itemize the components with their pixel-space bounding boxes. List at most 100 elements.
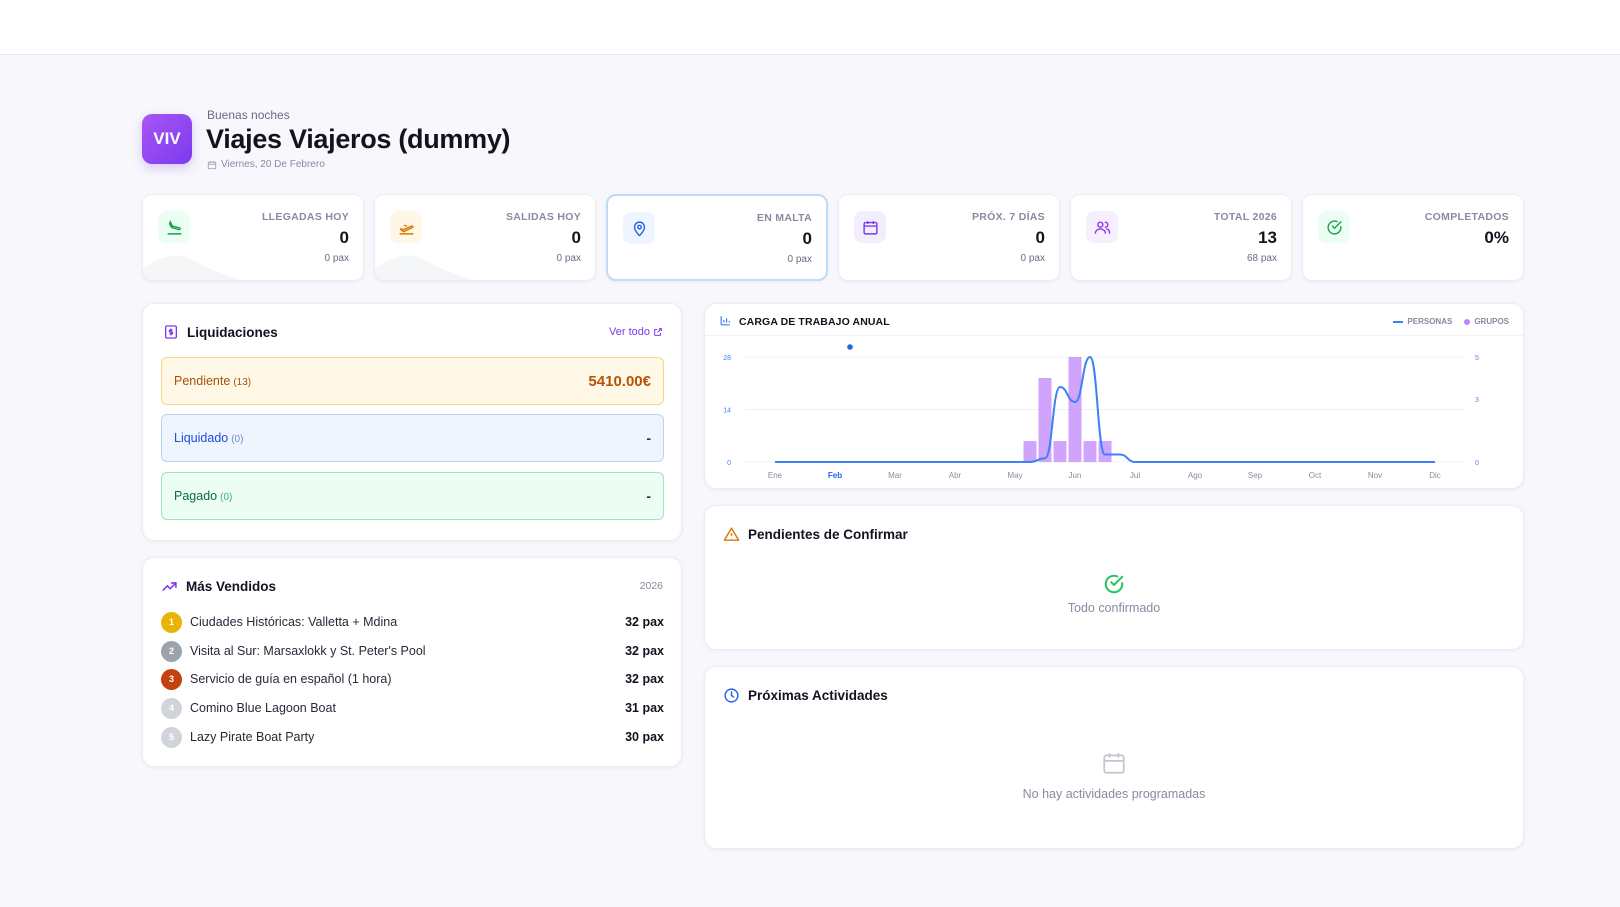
current-date: Viernes, 20 De Febrero <box>221 159 325 170</box>
chart-title: CARGA DE TRABAJO ANUAL <box>739 316 890 328</box>
stat-value: 0 <box>1035 228 1045 247</box>
map-pin-icon <box>623 212 655 244</box>
trending-up-icon <box>162 582 177 591</box>
grupos-bar <box>1053 441 1067 462</box>
liquidacion-name: Liquidado <box>174 431 229 445</box>
x-tick-label: Oct <box>1309 471 1322 480</box>
stat-label: COMPLETADOS <box>1424 211 1509 223</box>
ver-todo-label: Ver todo <box>609 326 650 338</box>
grupos-bar <box>1023 441 1037 462</box>
product-pax: 32 pax <box>625 672 664 686</box>
calendar-small-icon <box>207 160 217 169</box>
list-item[interactable]: 2 Visita al Sur: Marsaxlokk y St. Peter'… <box>161 640 664 662</box>
liquidacion-count: (0) <box>220 492 233 503</box>
stat-label: PRÓX. 7 DÍAS <box>971 211 1045 223</box>
product-name: Comino Blue Lagoon Boat <box>190 701 336 715</box>
stat-card-llegadas[interactable]: LLEGADAS HOY 0 0 pax <box>142 194 364 281</box>
x-tick-label: Abr <box>949 471 962 480</box>
stat-value: 13 <box>1258 228 1277 247</box>
chart-divider <box>705 335 1523 336</box>
y-left-tick-label: 28 <box>723 355 731 362</box>
mas-vendidos-year: 2026 <box>639 580 663 592</box>
warning-icon <box>723 527 740 541</box>
y-left-tick-label: 0 <box>727 460 731 467</box>
plane-landing-icon <box>158 211 190 243</box>
list-item[interactable]: 3 Servicio de guía en español (1 hora) 3… <box>161 668 664 690</box>
product-pax: 31 pax <box>625 701 664 715</box>
stat-value: 0 <box>339 228 349 247</box>
liquidacion-name: Pagado <box>174 489 218 503</box>
liquidaciones-header: Liquidaciones <box>163 324 278 340</box>
check-circle-icon <box>1318 211 1350 243</box>
list-item[interactable]: 5 Lazy Pirate Boat Party 30 pax <box>161 726 664 748</box>
current-month-marker <box>847 344 853 350</box>
product-name: Ciudades Históricas: Valletta + Mdina <box>190 615 398 629</box>
rank-badge: 5 <box>161 726 182 748</box>
liquidacion-amount: - <box>646 430 651 446</box>
liquidacion-pagado-row[interactable]: Pagado (0) - <box>161 472 664 520</box>
list-item[interactable]: 1 Ciudades Históricas: Valletta + Mdina … <box>161 611 664 633</box>
stat-label: TOTAL 2026 <box>1213 211 1277 223</box>
product-pax: 32 pax <box>625 615 664 629</box>
grupos-bar <box>1068 357 1082 462</box>
x-tick-label: Nov <box>1368 471 1382 480</box>
company-logo: VIV <box>142 114 192 164</box>
liquidacion-amount: 5410.00€ <box>588 372 651 390</box>
receipt-icon <box>165 325 177 339</box>
external-link-icon <box>654 328 662 336</box>
personas-line <box>774 355 1435 463</box>
x-tick-label: Jul <box>1130 471 1140 480</box>
legend-grupos: GRUPOS <box>1464 317 1509 326</box>
liquidacion-amount: - <box>646 488 651 504</box>
stat-card-proximos-7-dias[interactable]: PRÓX. 7 DÍAS 0 0 pax <box>838 194 1060 281</box>
pendientes-header: Pendientes de Confirmar <box>723 526 908 543</box>
product-name: Visita al Sur: Marsaxlokk y St. Peter's … <box>190 644 426 658</box>
stat-card-en-malta[interactable]: EN MALTA 0 0 pax <box>606 194 828 281</box>
x-tick-label: Jun <box>1069 471 1082 480</box>
date-row: Viernes, 20 De Febrero <box>207 159 325 170</box>
rank-badge: 2 <box>161 640 182 662</box>
x-tick-label: Mar <box>888 471 902 480</box>
y-right-tick-label: 5 <box>1475 355 1479 362</box>
mas-vendidos-title: Más Vendidos <box>186 579 277 594</box>
product-name: Lazy Pirate Boat Party <box>190 730 315 744</box>
liquidacion-name: Pendiente <box>174 374 231 388</box>
stat-card-completados[interactable]: COMPLETADOS 0% <box>1302 194 1524 281</box>
legend-personas: PERSONAS <box>1393 317 1452 326</box>
x-tick-label: May <box>1007 471 1022 480</box>
x-tick-label: Dic <box>1429 471 1441 480</box>
proximas-card: Próximas Actividades No hay actividades … <box>704 666 1524 849</box>
pendientes-title: Pendientes de Confirmar <box>748 527 908 542</box>
x-tick-label: Feb <box>828 471 842 480</box>
card-decoration <box>143 255 243 280</box>
workload-chart-card: CARGA DE TRABAJO ANUAL PERSONAS GRUPOS 0… <box>704 303 1524 489</box>
stat-card-total-2026[interactable]: TOTAL 2026 13 68 pax <box>1070 194 1292 281</box>
stat-label: SALIDAS HOY <box>505 211 581 223</box>
pendientes-empty-text: Todo confirmado <box>1067 601 1161 615</box>
y-left-tick-label: 14 <box>723 408 731 415</box>
greeting-text: Buenas noches <box>207 108 290 122</box>
list-item[interactable]: 4 Comino Blue Lagoon Boat 31 pax <box>161 697 664 719</box>
liquidacion-pendiente-row[interactable]: Pendiente (13) 5410.00€ <box>161 357 664 405</box>
product-pax: 30 pax <box>625 730 664 744</box>
liquidaciones-title: Liquidaciones <box>187 324 278 340</box>
product-pax: 32 pax <box>625 644 664 658</box>
proximas-header: Próximas Actividades <box>723 687 888 704</box>
proximas-title: Próximas Actividades <box>748 688 888 703</box>
calendar-empty-icon <box>1103 753 1125 774</box>
pendientes-card: Pendientes de Confirmar Todo confirmado <box>704 505 1524 650</box>
product-name: Servicio de guía en español (1 hora) <box>190 672 392 686</box>
check-circle-icon <box>1104 574 1124 594</box>
workload-chart: 0 14 28 0 3 5 Ene Feb Mar Abr May Jun Jul Ago Sep Oct No… <box>723 344 1479 480</box>
ver-todo-link[interactable]: Ver todo <box>609 326 663 338</box>
stat-card-salidas[interactable]: SALIDAS HOY 0 0 pax <box>374 194 596 281</box>
stat-value: 0 <box>571 228 581 247</box>
chart-legend: PERSONAS GRUPOS <box>1393 317 1509 326</box>
stat-label: LLEGADAS HOY <box>261 211 349 223</box>
stat-value: 0% <box>1484 228 1509 247</box>
x-tick-label: Ene <box>768 471 783 480</box>
rank-badge: 1 <box>161 611 182 633</box>
legend-grupos-label: GRUPOS <box>1474 317 1509 326</box>
liquidacion-liquidado-row[interactable]: Liquidado (0) - <box>161 414 664 462</box>
top-bar <box>0 0 1620 55</box>
